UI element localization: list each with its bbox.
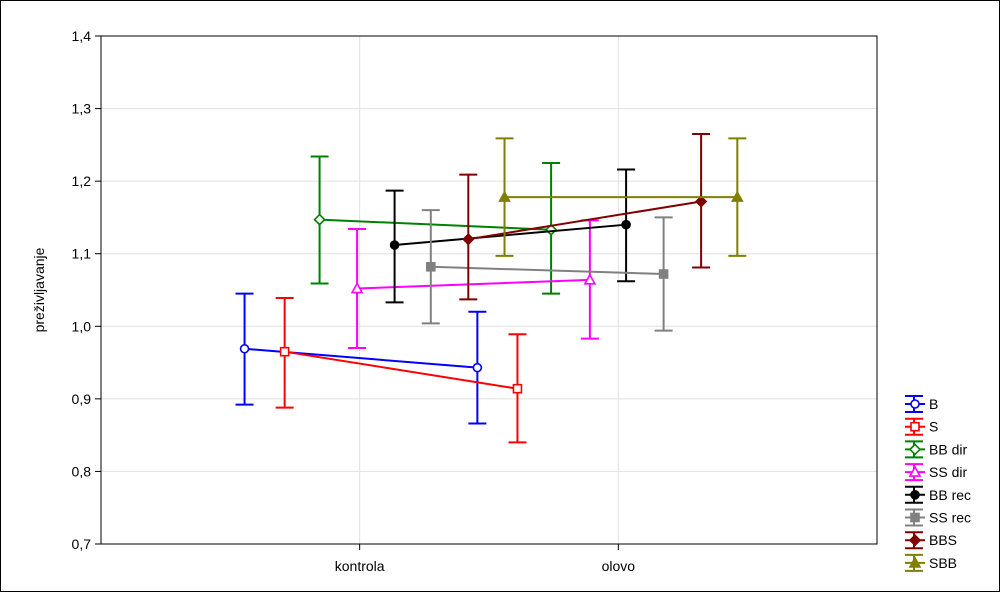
y-tick-label: 0,8	[72, 463, 92, 479]
x-tick-label: kontrola	[335, 558, 385, 574]
legend-label: BB dir	[929, 441, 967, 457]
legend-item: SBB	[905, 553, 957, 572]
data-point	[621, 219, 631, 230]
legend-marker	[908, 465, 922, 477]
legend-marker	[908, 556, 922, 568]
legend-item: BB rec	[905, 485, 971, 504]
legend-item: S	[905, 417, 938, 436]
legend-marker	[908, 534, 922, 547]
legend-label: S	[929, 419, 938, 435]
series-line	[357, 278, 590, 290]
y-axis-title: preživljavanje	[31, 247, 47, 332]
data-point	[498, 190, 511, 202]
series-line	[319, 218, 552, 231]
series-line	[430, 265, 664, 276]
data-point	[425, 261, 436, 272]
y-tick-label: 1,2	[72, 173, 92, 189]
legend-item: BB dir	[905, 440, 967, 459]
legend-label: BB rec	[929, 487, 971, 503]
plot-area	[100, 35, 878, 545]
series-ss-rec	[421, 209, 673, 332]
legend-label: SBB	[929, 555, 957, 571]
data-point	[658, 269, 669, 279]
y-tick-label: 1,3	[72, 101, 92, 117]
series-line	[394, 223, 627, 247]
y-tick-label: 1,1	[72, 246, 92, 262]
series-sbb	[495, 137, 747, 257]
series-s	[275, 296, 527, 444]
y-tick-label: 1,0	[72, 318, 92, 334]
legend-item: SS dir	[905, 463, 967, 482]
series-line	[468, 200, 702, 241]
y-tick-label: 0,9	[72, 391, 92, 407]
legend-item: B	[905, 395, 938, 413]
data-point	[350, 281, 364, 294]
series-line	[284, 350, 518, 390]
data-point	[512, 383, 523, 394]
legend-marker	[910, 399, 920, 409]
x-tick-label: olovo	[602, 558, 636, 574]
data-point	[694, 195, 708, 208]
data-point	[239, 343, 250, 354]
series-bbs	[459, 132, 711, 301]
data-point	[313, 213, 326, 226]
grid	[101, 36, 877, 544]
legend-label: B	[929, 396, 938, 412]
series-b	[235, 292, 487, 425]
data-point	[472, 362, 483, 373]
legend-marker	[910, 421, 920, 432]
data-point	[583, 273, 597, 285]
data-point	[389, 240, 400, 250]
legend-label: SS rec	[929, 510, 971, 526]
legend: BS BB dir SS dir BB rec SS rec BBS SBB	[905, 395, 971, 572]
y-tick-label: 0,7	[72, 536, 92, 552]
legend-label: BBS	[929, 532, 957, 548]
series-bb-dir	[310, 155, 561, 295]
legend-marker	[910, 489, 920, 500]
legend-marker	[908, 443, 922, 456]
series-bb-rec	[385, 168, 636, 304]
data-point	[730, 190, 744, 202]
legend-item: BBS	[905, 531, 957, 550]
y-tick-label: 1,4	[72, 28, 92, 44]
legend-item: SS rec	[905, 508, 971, 527]
data-point	[279, 346, 290, 357]
data-point	[462, 233, 475, 246]
legend-marker	[910, 512, 920, 523]
legend-label: SS dir	[929, 464, 967, 480]
